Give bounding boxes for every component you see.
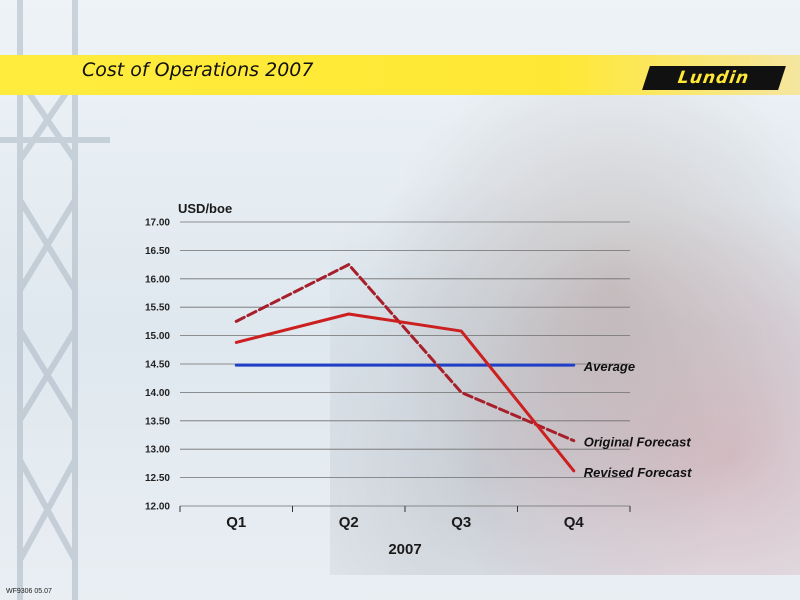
labels: Average Original Forecast Revised Forecast xyxy=(583,359,692,480)
offshore-platform-photo xyxy=(330,95,800,575)
series-label-average: Average xyxy=(583,359,635,374)
y-tick-label: 12.00 xyxy=(145,502,170,513)
x-tick-label: Q1 xyxy=(226,514,246,531)
x-axis-label: 2007 xyxy=(388,541,421,558)
x-tick-label: Q3 xyxy=(451,514,471,531)
y-axis-label: USD/boe xyxy=(178,201,232,216)
page-title: Cost of Operations 2007 xyxy=(82,59,314,81)
y-tick-label: 17.00 xyxy=(145,218,170,229)
series-label-revised-forecast: Revised Forecast xyxy=(584,465,692,480)
y-tick-label: 15.00 xyxy=(145,331,170,342)
series-label-original-forecast: Original Forecast xyxy=(584,435,692,450)
series xyxy=(234,263,576,473)
y-tick-label: 16.00 xyxy=(145,274,170,285)
y-tick-label: 16.50 xyxy=(145,246,170,257)
y-tick-label: 14.50 xyxy=(145,360,170,371)
y-tick-label: 13.50 xyxy=(145,416,170,427)
oil-rig-silhouette xyxy=(0,0,110,600)
y-tick-label: 13.00 xyxy=(145,445,170,456)
y-tick-label: 15.50 xyxy=(145,303,170,314)
series-line-revised-forecast xyxy=(234,312,576,473)
axes: 12.00 12.50 13.00 13.50 14.00 14.50 15.00 15.50… xyxy=(145,201,631,558)
x-tick-label: Q4 xyxy=(564,514,585,531)
y-tick-label: 14.00 xyxy=(145,388,170,399)
x-tick-label: Q2 xyxy=(339,514,359,531)
y-tick-label: 12.50 xyxy=(145,473,170,484)
series-line-original-forecast xyxy=(234,263,576,443)
footer-code: WF9306 05.07 xyxy=(6,588,52,595)
